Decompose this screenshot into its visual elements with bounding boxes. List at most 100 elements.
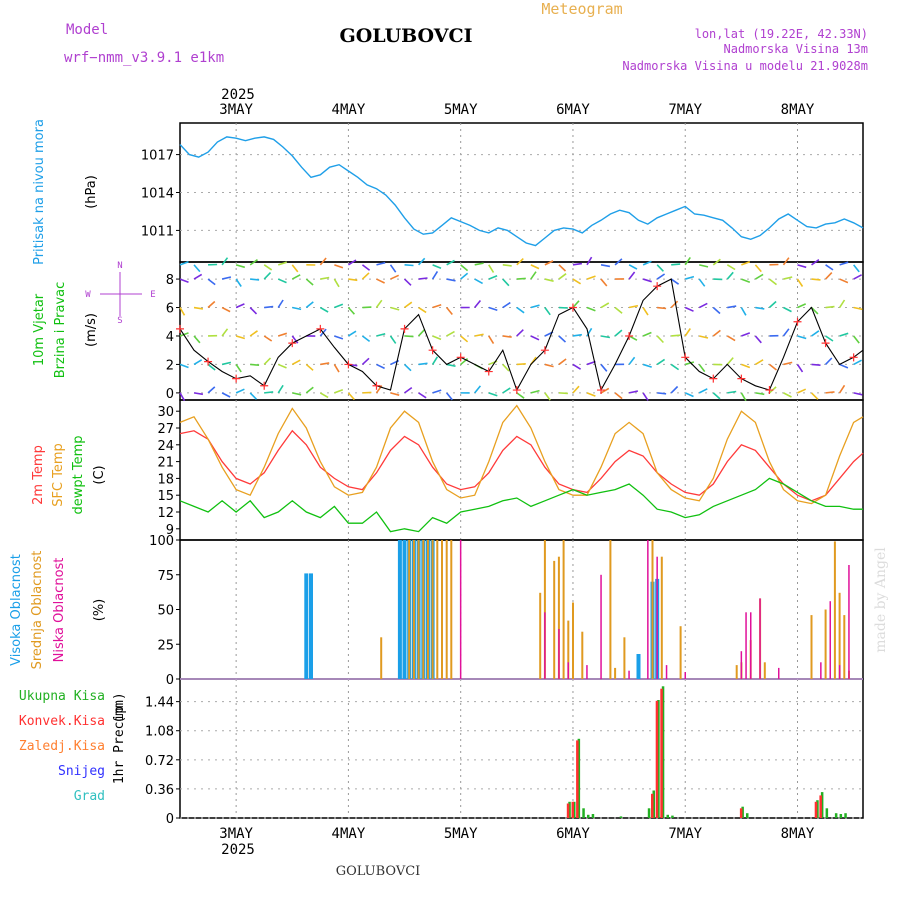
top-day-label: 5MAY bbox=[444, 102, 478, 118]
wind-arrow bbox=[502, 387, 511, 394]
cloud-bar bbox=[609, 540, 612, 679]
wind-arrow bbox=[291, 264, 299, 273]
wind-arrow bbox=[656, 335, 664, 344]
wind-arrow bbox=[768, 278, 777, 286]
bottom-day-label: 5MAY bbox=[444, 826, 478, 842]
wind-arrow bbox=[417, 328, 426, 337]
wind-arrow bbox=[628, 271, 636, 280]
wind-arrow bbox=[783, 306, 792, 313]
cloud-bar bbox=[665, 665, 668, 679]
wind-arrow bbox=[811, 278, 821, 281]
wind-arrow bbox=[544, 363, 554, 368]
wind-arrow bbox=[179, 392, 186, 402]
wind-arrow bbox=[263, 357, 272, 365]
wind-arrow bbox=[235, 388, 245, 394]
wind-arrow bbox=[726, 271, 734, 280]
wind-arrow bbox=[811, 259, 820, 266]
wind-arrow bbox=[825, 391, 835, 394]
wind-dir-marker bbox=[849, 353, 858, 362]
wind-arrow bbox=[642, 392, 649, 401]
wind-subtitle: Brzina i Pravac bbox=[53, 282, 68, 379]
precip-bar bbox=[573, 801, 576, 818]
cloud-bar bbox=[557, 556, 560, 679]
wind-arrow bbox=[754, 359, 764, 366]
wind-arrow bbox=[853, 306, 863, 311]
y-tick-label: 12 bbox=[157, 506, 174, 521]
wind-arrow bbox=[291, 274, 301, 280]
wind-speed-line bbox=[179, 278, 864, 392]
wind-arrow bbox=[460, 357, 469, 366]
wind-arrow bbox=[376, 278, 385, 284]
wind-arrow bbox=[207, 300, 216, 309]
wind-arrow bbox=[671, 334, 681, 337]
wind-arrow bbox=[853, 264, 860, 273]
model-label: Model bbox=[66, 22, 108, 38]
y-tick-label: 15 bbox=[157, 489, 174, 504]
legend-total-rain: Ukupna Kisa bbox=[19, 689, 105, 704]
wind-arrow bbox=[698, 388, 708, 394]
wind-arrow bbox=[685, 275, 695, 280]
wind-arrow bbox=[838, 299, 846, 308]
y-tick-label: 27 bbox=[157, 422, 174, 437]
precip-bar bbox=[582, 808, 585, 818]
wind-arrow bbox=[530, 335, 540, 341]
precip-bar bbox=[655, 700, 659, 818]
wind-arrow bbox=[544, 278, 554, 282]
temp-line-2 bbox=[179, 477, 863, 533]
wind-arrow bbox=[207, 386, 216, 394]
bottom-day-label: 3MAY bbox=[219, 826, 253, 842]
wind-arrow bbox=[446, 278, 456, 282]
wind-arrow bbox=[474, 299, 482, 309]
wind-arrow bbox=[418, 392, 427, 399]
cloud-bar bbox=[441, 540, 443, 679]
y-tick-label: 4 bbox=[166, 330, 174, 345]
wind-arrow bbox=[431, 270, 439, 280]
wind-arrow bbox=[726, 357, 734, 365]
wind-arrow bbox=[797, 335, 807, 340]
wind-arrow bbox=[488, 335, 495, 345]
wind-arrow bbox=[460, 335, 469, 343]
wind-arrow bbox=[530, 304, 540, 309]
wind-arrow bbox=[783, 276, 793, 280]
wind-arrow bbox=[642, 278, 652, 283]
wind-arrow bbox=[193, 335, 201, 344]
wind-arrow bbox=[572, 363, 582, 370]
top-day-label: 3MAY bbox=[219, 102, 253, 118]
wind-arrow bbox=[235, 264, 246, 269]
precip-bar bbox=[739, 808, 743, 818]
precip-bar bbox=[819, 795, 822, 818]
wind-arrow bbox=[488, 392, 498, 397]
wind-title: 10m Vjetar bbox=[32, 293, 47, 366]
wind-dir-marker bbox=[176, 324, 184, 333]
wind-arrow bbox=[179, 363, 189, 369]
wind-arrow bbox=[796, 363, 804, 373]
wind-arrow bbox=[600, 335, 611, 339]
wind-arrow bbox=[502, 278, 510, 287]
wind-arrow bbox=[656, 264, 664, 272]
wind-arrow bbox=[684, 392, 694, 398]
wind-arrow bbox=[193, 264, 201, 273]
wind-ylabel: 10m Vjetar Brzina i Pravac (m/s) N W E S bbox=[32, 261, 156, 378]
cloud-bar bbox=[623, 637, 626, 679]
wind-dir-marker bbox=[288, 339, 297, 348]
wind-arrow bbox=[403, 278, 412, 286]
wind-dir-marker bbox=[232, 374, 241, 383]
precip-bar bbox=[571, 801, 574, 818]
wind-dir-marker bbox=[204, 357, 213, 366]
wind-arrow bbox=[263, 264, 273, 271]
wind-arrow bbox=[670, 385, 679, 394]
wind-arrow bbox=[390, 306, 400, 311]
cloud-bar bbox=[848, 565, 850, 679]
wind-arrow bbox=[235, 363, 242, 373]
wind-arrow bbox=[628, 390, 639, 394]
cloud-low-title: Niska Oblacnost bbox=[52, 558, 67, 663]
wind-arrow bbox=[418, 277, 428, 280]
wind-arrow bbox=[193, 273, 203, 280]
legend-snow: Snijeg bbox=[58, 764, 105, 779]
cloud-bar bbox=[735, 665, 738, 679]
wind-dir-marker bbox=[568, 303, 577, 312]
cloud-bar bbox=[572, 602, 574, 679]
wind-arrow bbox=[460, 272, 469, 280]
cloud-unit: (%) bbox=[92, 599, 107, 622]
